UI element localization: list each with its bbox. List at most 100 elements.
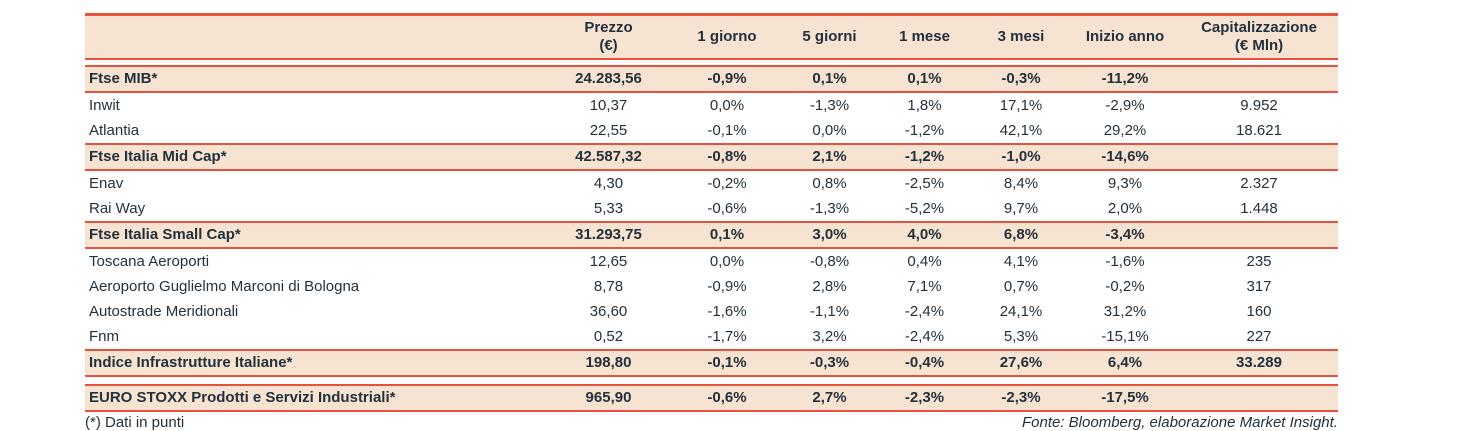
cell-inizio-anno: 6,4% [1107,354,1143,371]
cell-inizio-anno: -11,2% [1101,70,1149,87]
cell-inizio-anno: -17,5% [1101,389,1149,406]
cell-3-mesi: 8,4% [1003,174,1039,192]
cell-5-giorni: -0,8% [809,252,850,270]
stock-row: Fnm 0,52 -1,7% 3,2% -2,4% 5,3% -15,1% 22… [85,324,1338,349]
cell-1-giorno: 0,1% [709,226,745,243]
cell-prezzo: 42.587,32 [575,148,642,165]
cell-1-mese: 1,8% [907,96,942,114]
cell-capitalizzazione: 227 [1246,327,1272,345]
cell-3-mesi: 9,7% [1003,199,1039,217]
table-body: Ftse MIB* 24.283,56 -0,9% 0,1% 0,1% -0,3… [85,65,1338,412]
cell-5-giorni: -0,3% [809,354,850,371]
cell-name: Toscana Aeroporti [89,252,210,270]
cell-3-mesi: 24,1% [999,302,1043,320]
cell-5-giorni: 2,1% [812,148,847,165]
cell-5-giorni: 3,2% [812,327,847,345]
cell-capitalizzazione: 2.327 [1240,174,1278,192]
cell-1-giorno: -0,6% [707,389,747,406]
cell-3-mesi: 4,1% [1003,252,1039,270]
cell-3-mesi: 6,8% [1003,226,1039,243]
cell-name: Ftse Italia Mid Cap* [89,148,227,165]
cell-prezzo: 10,37 [589,96,628,114]
cell-3-mesi: 0,7% [1003,277,1039,295]
cell-prezzo: 5,33 [593,199,624,217]
cell-1-giorno: -0,1% [707,121,747,139]
cell-1-mese: 0,4% [907,252,942,270]
cell-5-giorni: 0,1% [812,70,847,87]
stock-row: Aeroporto Guglielmo Marconi di Bologna 8… [85,274,1338,299]
cell-inizio-anno: -2,9% [1105,96,1145,114]
cell-5-giorni: -1,3% [809,96,850,114]
cell-inizio-anno: 29,2% [1103,121,1147,139]
cell-1-giorno: -1,7% [707,327,747,345]
cell-capitalizzazione: 1.448 [1240,199,1278,217]
stock-row: Atlantia 22,55 -0,1% 0,0% -1,2% 42,1% 29… [85,118,1338,143]
cell-prezzo: 22,55 [589,121,628,139]
cell-name: Ftse MIB* [89,70,158,87]
cell-3-mesi: -1,0% [1001,148,1041,165]
cell-1-giorno: -0,9% [707,70,747,87]
cell-3-mesi: 17,1% [999,96,1043,114]
cell-1-giorno: -0,6% [707,199,747,217]
cell-1-mese: -2,4% [904,327,945,345]
cell-inizio-anno: -0,2% [1105,277,1145,295]
cell-5-giorni: 3,0% [812,226,847,243]
cell-3-mesi: 5,3% [1003,327,1039,345]
cell-1-mese: -2,3% [904,389,945,406]
cell-1-mese: -0,4% [904,354,945,371]
cell-inizio-anno: 9,3% [1107,174,1143,192]
cell-name: Rai Way [89,199,146,217]
col-header-1-giorno: 1 giorno [697,28,757,45]
index-section-row: Ftse Italia Small Cap* 31.293,75 0,1% 3,… [85,221,1338,249]
cell-name: Indice Infrastrutture Italiane* [89,354,293,371]
cell-inizio-anno: -1,6% [1105,252,1145,270]
market-table: Prezzo (€) 1 giorno 5 giorni 1 mese 3 me… [85,13,1338,431]
cell-1-mese: -1,2% [904,121,945,139]
cell-5-giorni: -1,1% [809,302,850,320]
col-header-1-mese: 1 mese [899,28,950,45]
cell-prezzo: 4,30 [593,174,624,192]
cell-name: Inwit [89,96,120,114]
cell-inizio-anno: -15,1% [1101,327,1149,345]
cell-1-mese: -2,5% [904,174,945,192]
cell-1-mese: -2,4% [904,302,945,320]
stock-row: Enav 4,30 -0,2% 0,8% -2,5% 8,4% 9,3% 2.3… [85,171,1338,196]
cell-1-mese: 0,1% [907,70,942,87]
col-header-prezzo: Prezzo (€) [584,19,633,54]
cell-name: Enav [89,174,124,192]
cell-1-mese: 4,0% [907,226,942,243]
cell-capitalizzazione: 317 [1246,277,1272,295]
index-section-row: Ftse Italia Mid Cap* 42.587,32 -0,8% 2,1… [85,143,1338,171]
cell-prezzo: 0,52 [593,327,624,345]
col-header-3-mesi: 3 mesi [997,28,1045,45]
cell-inizio-anno: -3,4% [1105,226,1145,243]
index-section-row: Ftse MIB* 24.283,56 -0,9% 0,1% 0,1% -0,3… [85,65,1338,93]
footnote-dati-in-punti: (*) Dati in punti [85,414,185,431]
cell-name: Fnm [89,327,119,345]
cell-inizio-anno: 31,2% [1103,302,1147,320]
cell-1-giorno: 0,0% [709,96,745,114]
cell-capitalizzazione: 160 [1246,302,1272,320]
col-header-inizio-anno: Inizio anno [1085,28,1165,45]
cell-1-giorno: 0,0% [709,252,745,270]
table-header-row: Prezzo (€) 1 giorno 5 giorni 1 mese 3 me… [85,13,1338,60]
cell-prezzo: 12,65 [589,252,628,270]
cell-prezzo: 36,60 [589,302,628,320]
cell-capitalizzazione: 18.621 [1236,121,1282,139]
cell-prezzo: 31.293,75 [575,226,642,243]
cell-5-giorni: 2,7% [812,389,847,406]
cell-5-giorni: 0,0% [812,121,847,139]
cell-3-mesi: -0,3% [1001,70,1041,87]
stock-row: Inwit 10,37 0,0% -1,3% 1,8% 17,1% -2,9% … [85,93,1338,118]
cell-1-mese: 7,1% [907,277,942,295]
col-header-capitalizzazione: Capitalizzazione (€ Mln) [1201,19,1317,54]
cell-1-mese: -5,2% [904,199,945,217]
cell-prezzo: 24.283,56 [575,70,642,87]
table-footer: (*) Dati in punti Fonte: Bloomberg, elab… [85,414,1338,431]
section-gap [85,377,1338,384]
cell-name: EURO STOXX Prodotti e Servizi Industrial… [89,389,396,406]
cell-inizio-anno: -14,6% [1101,148,1149,165]
cell-prezzo: 965,90 [585,389,632,406]
cell-3-mesi: -2,3% [1001,389,1041,406]
